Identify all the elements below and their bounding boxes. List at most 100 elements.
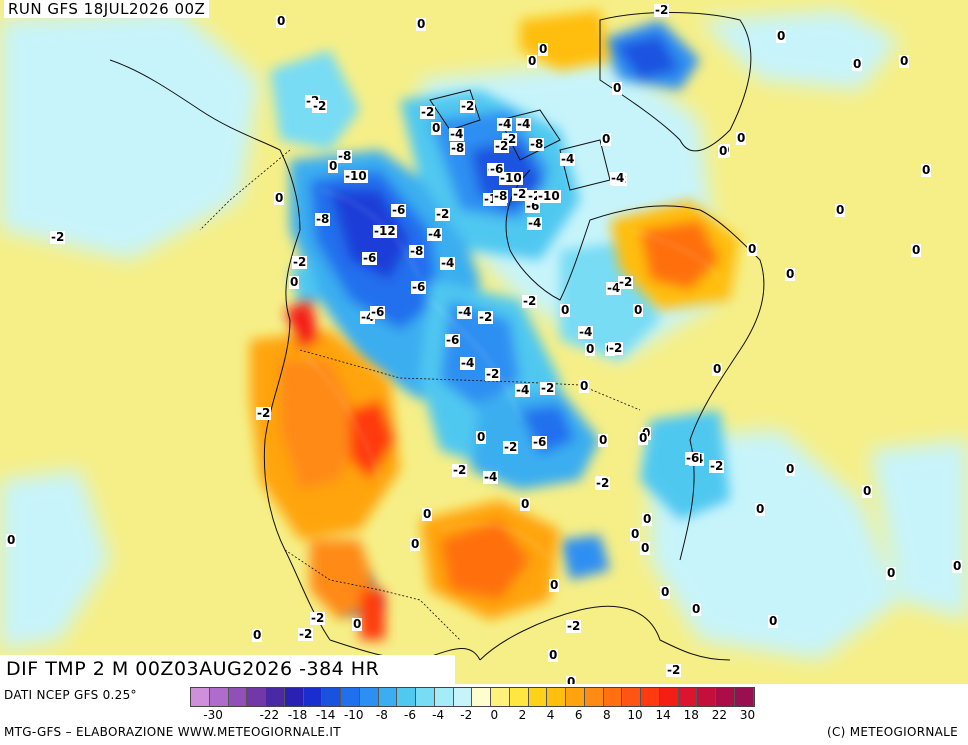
legend-swatch	[716, 688, 735, 706]
warm-anomalies	[250, 10, 740, 640]
anomaly-value-label: -2	[312, 99, 328, 113]
anomaly-value-label: -4	[515, 383, 531, 397]
legend-tick-label: 10	[627, 708, 643, 722]
anomaly-value-label: 0	[566, 676, 577, 684]
anomaly-value-label: 0	[755, 502, 766, 516]
anomaly-value-label: -4	[497, 117, 513, 131]
anomaly-value-label: -4	[578, 325, 594, 339]
legend-swatch	[247, 688, 266, 706]
anomaly-value-label: -8	[409, 244, 425, 258]
legend-swatch	[228, 688, 248, 706]
anomaly-value-label: 0	[785, 462, 796, 476]
legend-tick-label: 22	[711, 708, 728, 722]
anomaly-value-label: 0	[6, 533, 17, 547]
anomaly-value-label: 0	[289, 275, 300, 289]
legend-tick-label: -2	[460, 708, 473, 722]
anomaly-value-label: -4	[440, 256, 456, 270]
borders	[199, 149, 641, 641]
legend-swatch	[697, 688, 716, 706]
source-label: DATI NCEP GFS 0.25°	[4, 688, 137, 702]
anomaly-value-label: 0	[642, 512, 653, 526]
anomaly-value-label: -4	[527, 216, 543, 230]
legend-swatch	[191, 688, 210, 706]
anomaly-value-label: 0	[601, 132, 612, 146]
anomaly-value-label: 0	[431, 121, 442, 135]
legend-tick-label: 30	[739, 708, 756, 722]
legend-swatch	[528, 688, 548, 706]
legend-swatch	[641, 688, 660, 706]
anomaly-value-label: -2	[256, 406, 272, 420]
legend-tick-label: -8	[375, 708, 388, 722]
legend-swatch	[622, 688, 641, 706]
contour-texture	[299, 189, 721, 561]
color-legend	[190, 687, 755, 707]
anomaly-value-label: 0	[835, 203, 846, 217]
legend-swatch	[659, 688, 679, 706]
anomaly-value-label: -2	[522, 294, 538, 308]
legend-swatch	[734, 688, 754, 706]
anomaly-value-label: 0	[785, 267, 796, 281]
legend-swatch	[209, 688, 229, 706]
anomaly-value-label: 0	[691, 602, 702, 616]
legend-tick-label: 0	[490, 708, 499, 722]
anomaly-value-label: 0	[768, 614, 779, 628]
anomaly-value-label: 0	[520, 497, 531, 511]
legend-swatch	[472, 688, 491, 706]
anomaly-value-label: 0	[718, 144, 729, 158]
credit-right: (C) METEOGIORNALE	[826, 725, 958, 739]
anomaly-value-label: 0	[899, 54, 910, 68]
legend-tick-label: 6	[574, 708, 583, 722]
legend-swatch	[491, 688, 510, 706]
anomaly-value-label: -6	[362, 251, 378, 265]
anomaly-value-label: -4	[457, 305, 473, 319]
anomaly-value-label: 0	[252, 628, 263, 642]
anomaly-value-label: 0	[886, 566, 897, 580]
anomaly-value-label: -2	[540, 381, 556, 395]
anomaly-value-label: -2	[478, 310, 494, 324]
anomaly-value-label: -10	[537, 189, 561, 203]
anomaly-value-label: -12	[373, 224, 397, 238]
legend-swatch	[603, 688, 623, 706]
anomaly-value-label: 0	[585, 342, 596, 356]
legend-swatch	[434, 688, 454, 706]
anomaly-value-label: -10	[344, 169, 368, 183]
legend-swatch	[566, 688, 585, 706]
legend-swatch	[584, 688, 604, 706]
legend-swatch	[322, 688, 341, 706]
anomaly-value-label: -2	[494, 139, 510, 153]
legend-tick-label: -22	[259, 708, 280, 722]
anomaly-value-label: -2	[485, 367, 501, 381]
anomaly-map: RUN GFS 18JUL2026 00Z 00-20-2-8000-20-2-…	[0, 0, 968, 684]
anomaly-value-label: -2	[50, 230, 66, 244]
anomaly-value-label: 0	[862, 484, 873, 498]
anomaly-value-label: -2	[666, 663, 682, 677]
legend-swatch	[284, 688, 304, 706]
legend-tick-label: -10	[343, 708, 364, 722]
legend-tick-label: 14	[655, 708, 671, 722]
anomaly-value-label: -6	[685, 451, 701, 465]
anomaly-value-label: -2	[709, 459, 725, 473]
anomaly-value-label: -8	[529, 137, 545, 151]
legend-swatch	[397, 688, 416, 706]
anomaly-value-label: -2	[452, 463, 468, 477]
anomaly-value-label: 0	[776, 29, 787, 43]
anomaly-value-label: 0	[598, 433, 609, 447]
legend-swatch	[266, 688, 285, 706]
anomaly-value-label: -4	[483, 470, 499, 484]
anomaly-value-label: 0	[921, 163, 932, 177]
anomaly-value-label: -4	[427, 227, 443, 241]
legend-swatch	[509, 688, 529, 706]
anomaly-value-label: 0	[274, 191, 285, 205]
credit-left: MTG-GFS – ELABORAZIONE WWW.METEOGIORNALE…	[4, 725, 341, 739]
footer: DATI NCEP GFS 0.25° -30 -22 -18 -14 -10 -8 -6-…	[0, 684, 968, 745]
anomaly-value-label: -4	[516, 117, 532, 131]
legend-swatch	[359, 688, 379, 706]
anomaly-value-label: 0	[612, 81, 623, 95]
anomaly-value-label: -8	[315, 212, 331, 226]
legend-swatch	[547, 688, 566, 706]
anomaly-value-label: -2	[566, 619, 582, 633]
anomaly-value-label: -8	[337, 149, 353, 163]
anomaly-value-label: -2	[292, 255, 308, 269]
anomaly-value-label: 0	[328, 159, 339, 173]
anomaly-map-canvas	[0, 10, 968, 661]
